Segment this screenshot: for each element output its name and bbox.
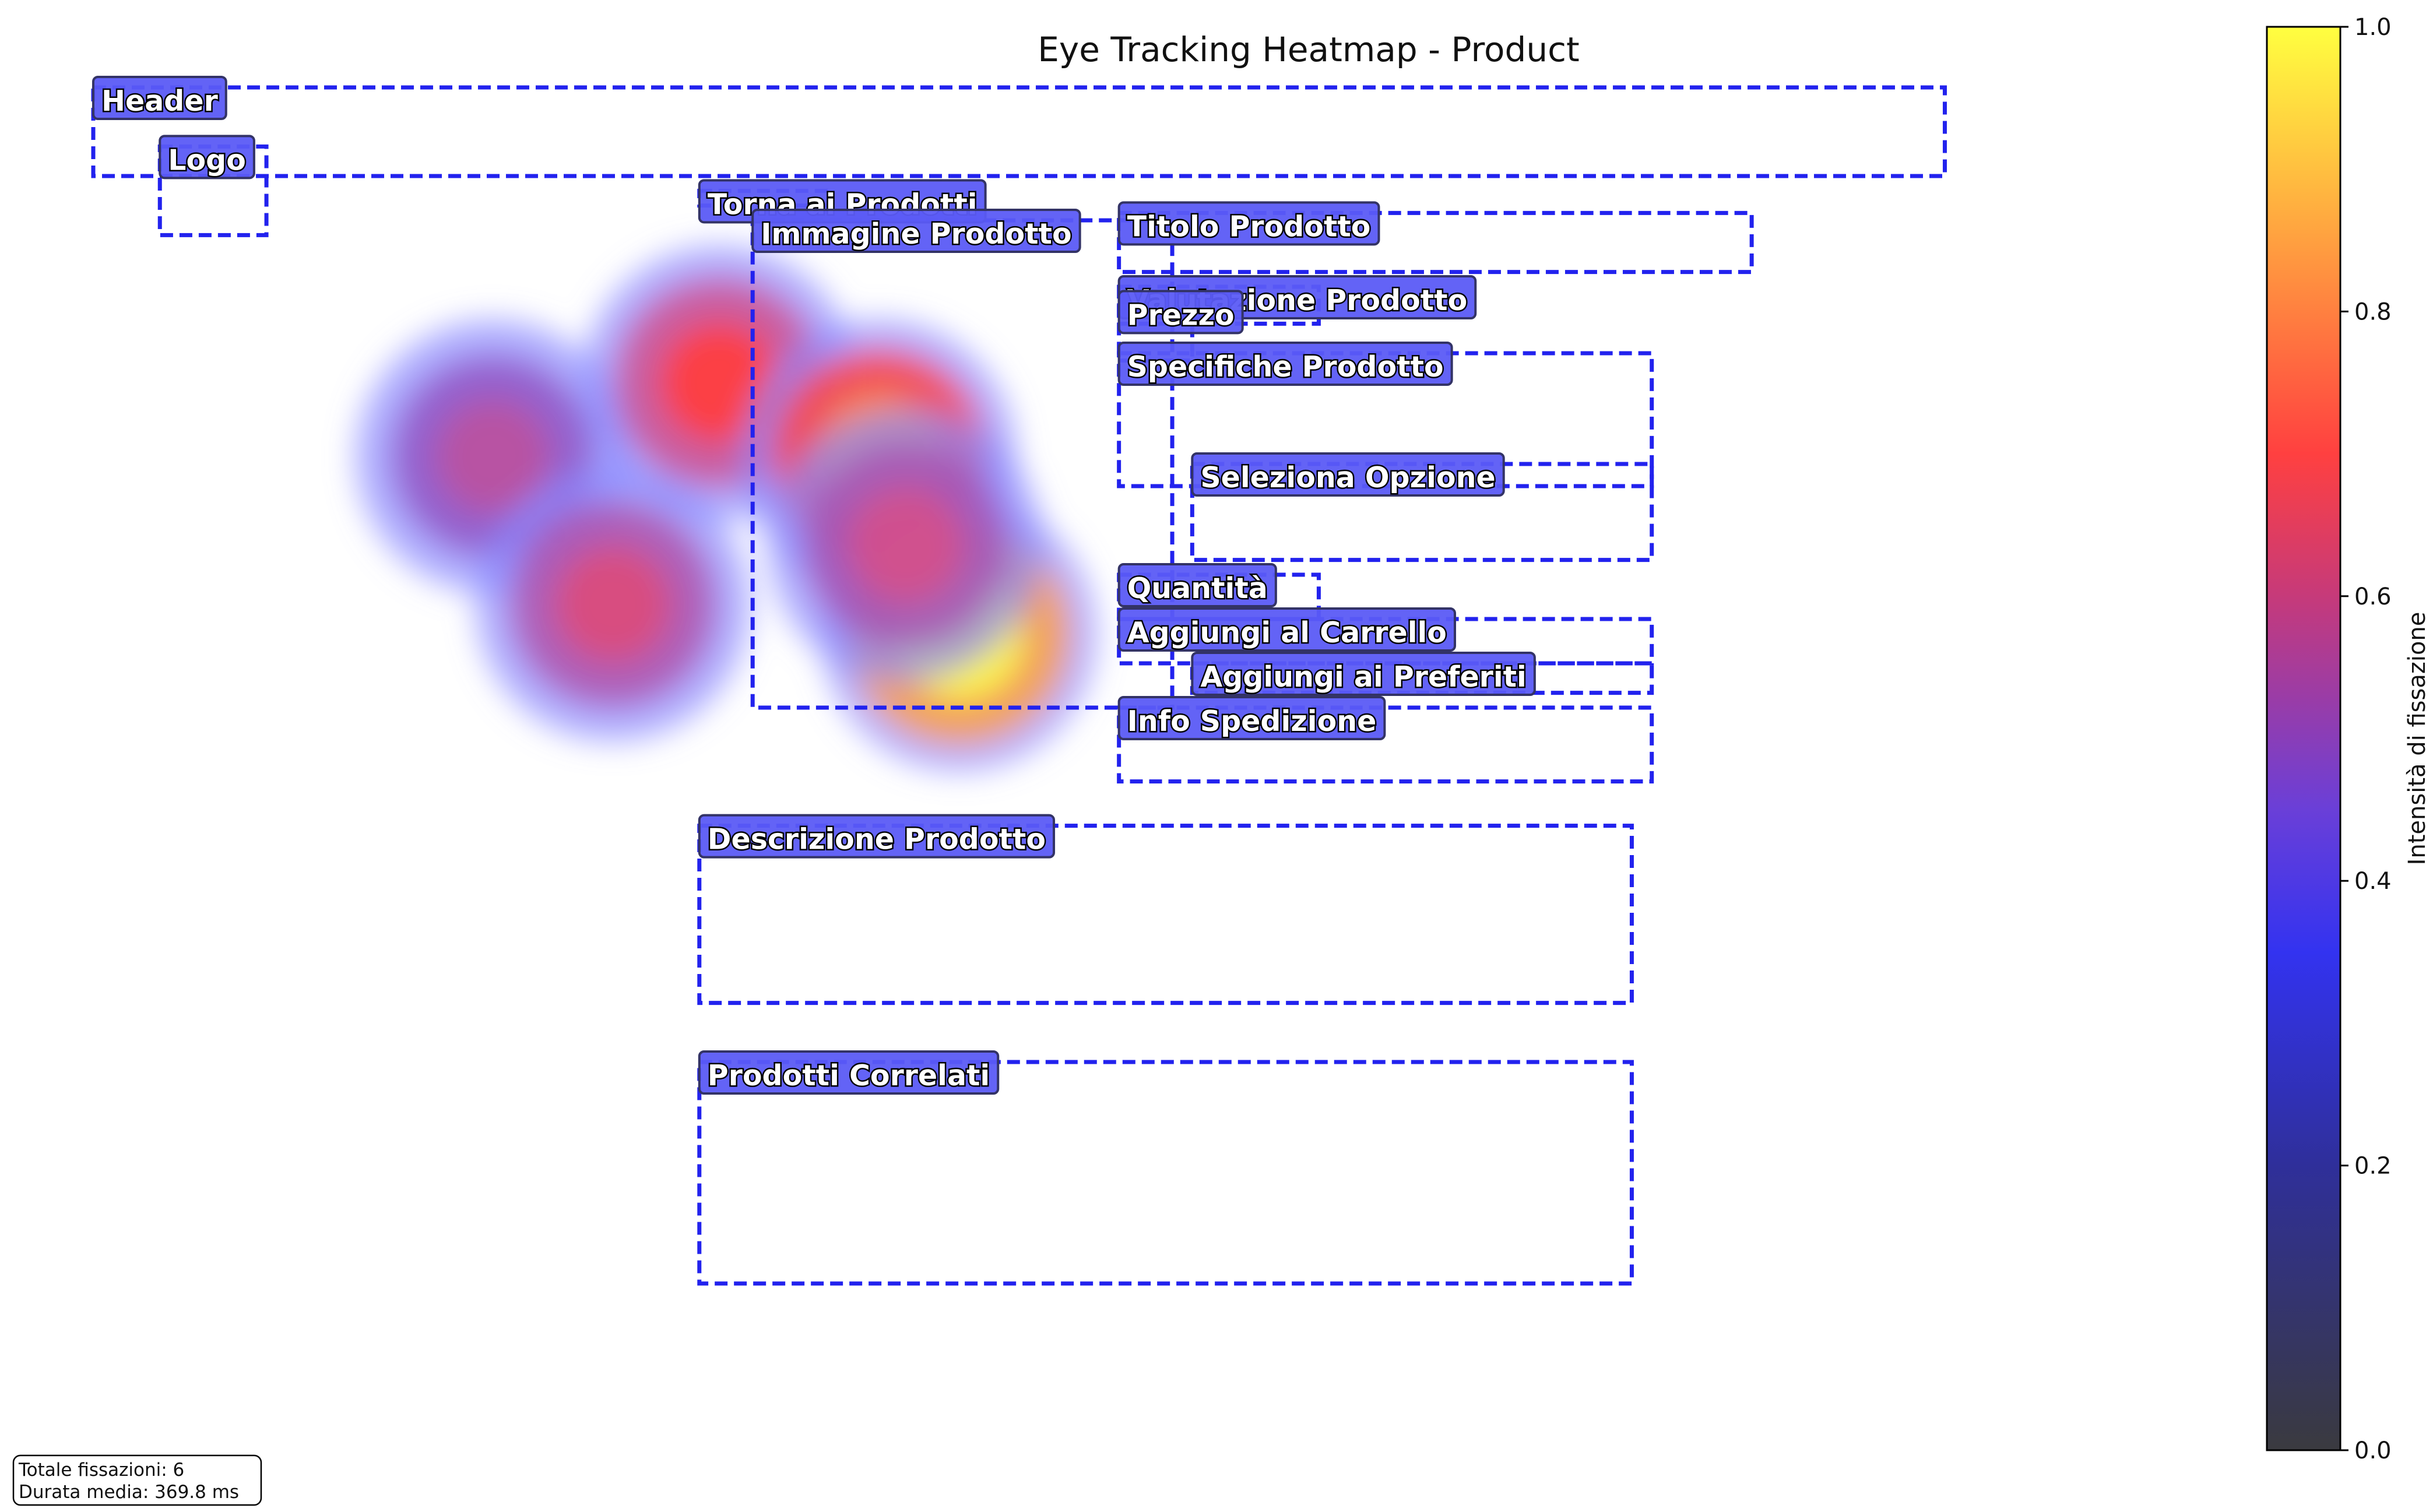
aoi-region bbox=[697, 824, 1634, 1005]
colorbar-ticks: 0.0 0.2 0.4 0.6 0.8 1.0 bbox=[2340, 14, 2392, 1464]
aoi-label-box bbox=[1117, 607, 1456, 652]
chart-title: Eye Tracking Heatmap - Product bbox=[1038, 30, 1579, 69]
aoi-label-box bbox=[1191, 452, 1505, 497]
aoi-region bbox=[91, 85, 1947, 178]
fixation-core bbox=[849, 488, 964, 603]
aoi-label-box bbox=[751, 209, 1081, 253]
aoi-label: Immagine Prodotto bbox=[761, 217, 1071, 251]
aoi-label: Logo bbox=[168, 143, 246, 177]
fixation-core bbox=[555, 547, 670, 662]
aoi-label: Descrizione Prodotto bbox=[708, 823, 1046, 856]
colorbar-tick-label: 0.6 bbox=[2354, 583, 2392, 610]
aoi-label-box bbox=[1117, 201, 1380, 246]
aoi-label-box bbox=[698, 1050, 1000, 1095]
colorbar-tick-label: 0.2 bbox=[2354, 1153, 2392, 1180]
aoi-label-box bbox=[1117, 563, 1277, 607]
aoi-label: Prodotti Correlati bbox=[708, 1059, 990, 1092]
aoi-label-box bbox=[698, 814, 1056, 859]
aoi-label-box bbox=[1117, 290, 1244, 335]
stats-duration: Durata media: 369.8 ms bbox=[19, 1482, 239, 1503]
colorbar-label: Intensità di fissazione bbox=[2404, 612, 2431, 866]
aoi-label-box bbox=[1191, 652, 1536, 696]
colorbar-tick-label: 0.4 bbox=[2354, 868, 2392, 895]
colorbar-tick-label: 1.0 bbox=[2354, 14, 2392, 41]
aoi-region bbox=[750, 218, 1175, 710]
aoi-label-box bbox=[159, 135, 255, 180]
aoi-label-box bbox=[1117, 342, 1453, 386]
aoi-label: Titolo Prodotto bbox=[1127, 210, 1371, 243]
colorbar: 0.0 0.2 0.4 0.6 0.8 1.0 Intensità di fissazio… bbox=[2266, 14, 2431, 1464]
stats-fixations: Totale fissazioni: 6 bbox=[18, 1460, 184, 1481]
aoi-label: Seleziona Opzione bbox=[1200, 461, 1495, 494]
aoi-region bbox=[1117, 705, 1654, 784]
aoi-label: Info Spedizione bbox=[1127, 705, 1377, 738]
heat-layer bbox=[356, 245, 1096, 771]
aoi-region bbox=[697, 1060, 1634, 1286]
aoi-label: Specifiche Prodotto bbox=[1127, 350, 1444, 384]
aoi-label: Aggiungi al Carrello bbox=[1127, 616, 1447, 649]
aoi-label-box bbox=[1117, 696, 1386, 740]
fixation-core bbox=[437, 400, 550, 513]
aoi-label: Quantità bbox=[1127, 572, 1268, 605]
aoi-label: Header bbox=[101, 85, 219, 118]
aoi-label-box bbox=[92, 76, 227, 120]
stats-box: Totale fissazioni: 6 Durata media: 369.8… bbox=[12, 1454, 262, 1506]
fixation-core bbox=[660, 324, 779, 442]
colorbar-tick-label: 0.0 bbox=[2354, 1437, 2392, 1464]
aoi-label: Prezzo bbox=[1127, 298, 1235, 332]
colorbar-tick-label: 0.8 bbox=[2354, 298, 2392, 325]
aoi-label: Aggiungi ai Preferiti bbox=[1200, 660, 1527, 694]
aoi-region bbox=[1190, 462, 1654, 562]
colorbar-gradient bbox=[2266, 26, 2341, 1451]
